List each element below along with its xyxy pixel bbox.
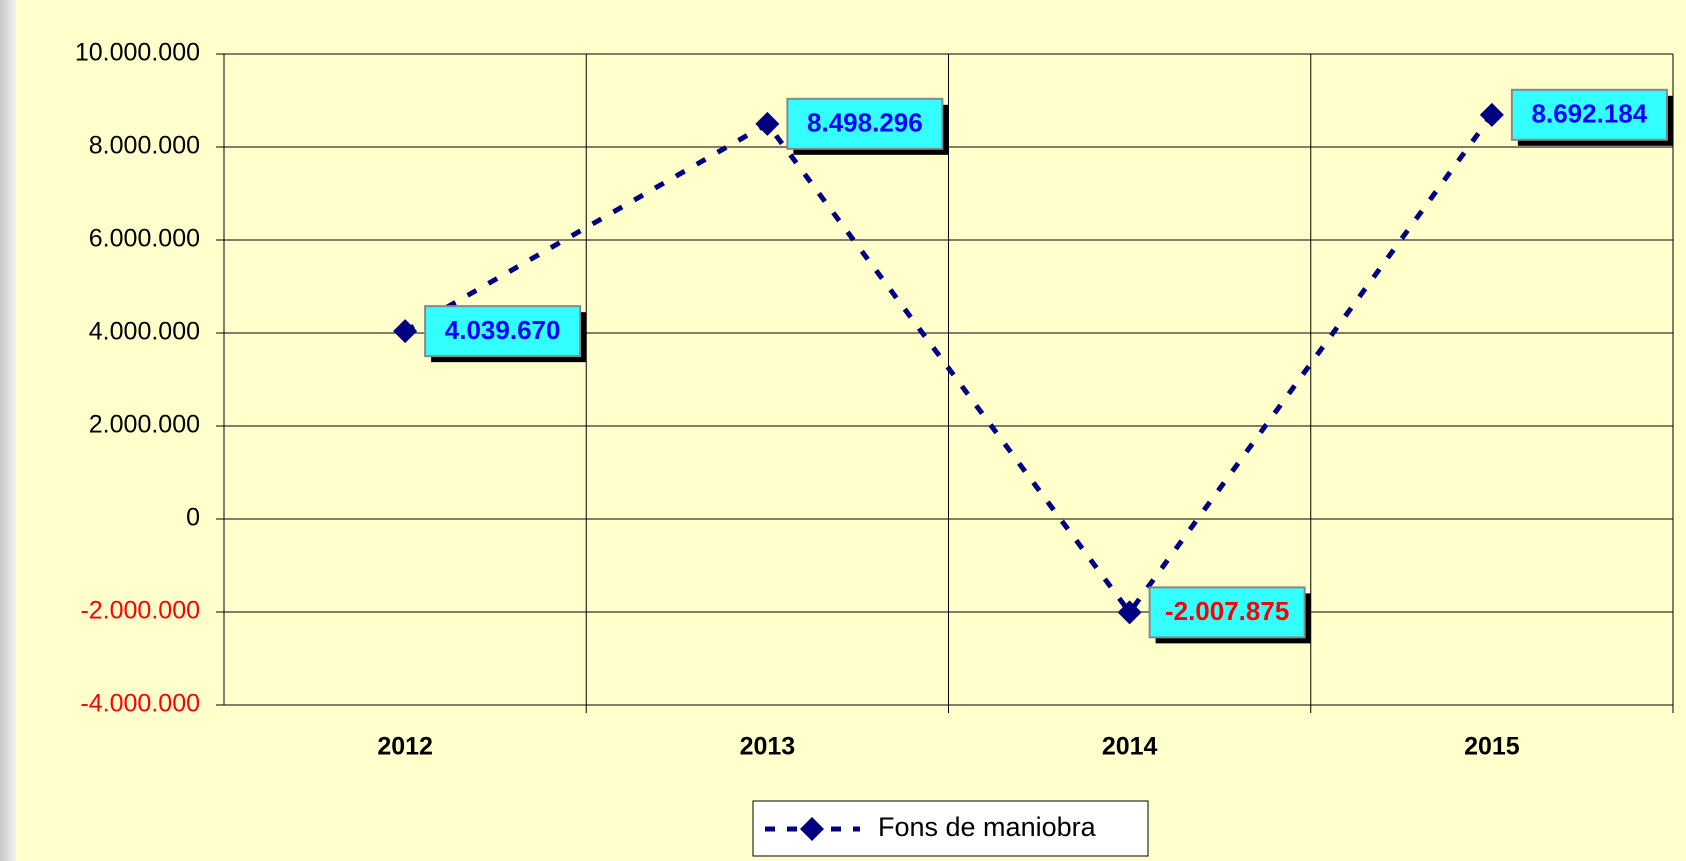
label-box — [1510, 88, 1668, 141]
label-box — [1148, 586, 1306, 639]
data-label: 4.039.670 — [445, 315, 561, 345]
label-box — [424, 305, 582, 358]
y-tick-label: 10.000.000 — [75, 39, 200, 67]
point-marker — [755, 111, 780, 136]
side-strip — [0, 0, 16, 861]
y-tick-label: 0 — [186, 504, 200, 532]
series-line — [403, 113, 1494, 617]
y-tick-label: -4.000.000 — [80, 690, 200, 718]
plot: 4.039.670 8.498.296 -2.007.875 8.692.184 — [393, 88, 1673, 644]
data-label: 8.692.184 — [1532, 99, 1648, 129]
grid: -4.000.000 -2.000.000 0 2.000.000 4.000.000 6… — [75, 39, 1674, 761]
point-marker — [1117, 600, 1142, 625]
legend: Fons de maniobra — [752, 800, 1149, 857]
x-tick-label: 2014 — [1102, 733, 1158, 761]
legend-marker — [800, 817, 824, 841]
data-label: -2.007.875 — [1165, 596, 1289, 626]
label-box — [786, 97, 944, 150]
point-marker — [393, 319, 418, 344]
y-tick-label: 6.000.000 — [89, 225, 200, 253]
y-tick-label: -2.000.000 — [80, 597, 200, 625]
y-tick-label: 2.000.000 — [89, 411, 200, 439]
y-tick-label: 8.000.000 — [89, 132, 200, 160]
legend-label: Fons de maniobra — [878, 812, 1097, 842]
point-marker — [1479, 102, 1504, 127]
data-label: 8.498.296 — [807, 108, 923, 138]
x-tick-label: 2012 — [377, 733, 433, 761]
x-tick-label: 2013 — [740, 733, 796, 761]
y-tick-label: 4.000.000 — [89, 318, 200, 346]
x-tick-label: 2015 — [1464, 733, 1520, 761]
